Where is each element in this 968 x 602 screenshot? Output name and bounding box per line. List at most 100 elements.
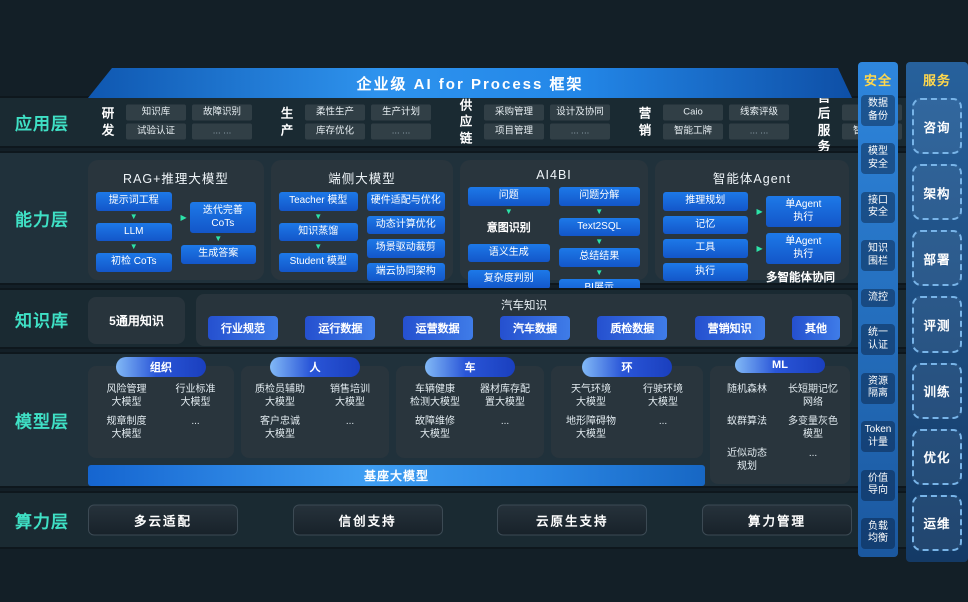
arrow-down-icon: ▼ [314, 211, 323, 221]
flow-box: 生成答案 [180, 245, 256, 264]
app-cell: 柔性生产 [305, 104, 365, 121]
rag-panel: RAG+推理大模型 提示词工程 ▼ LLM ▼ 初检 CoTs ▶ 迭代完善 C… [88, 160, 264, 280]
app-group-name: 供应 链 [459, 98, 473, 146]
service-item-list: 咨询 架构 部署 评测 训练 优化 运维 [906, 93, 968, 556]
app-cell: 采购管理 [484, 104, 544, 121]
edge-model-panel: 端侧大模型 Teacher 模型 ▼ 知识蒸馏 ▼ Student 模型 硬件适… [271, 160, 453, 281]
service-item: 架构 [912, 164, 962, 221]
model-group-vehicle: 车 车辆健康 检测大模型 器材库存配 置大模型 故障维修 大模型... [396, 357, 544, 458]
model-group-pill: ML [735, 357, 825, 373]
model-item-list: 风险管理 大模型 行业标准 大模型 规章制度 大模型... [92, 380, 230, 444]
flow-box: 硬件适配与优化 [366, 192, 445, 211]
model-item-list: 天气环境 大模型 行驶环境 大模型 地形障碍物 大模型... [555, 380, 699, 444]
model-group-organization: 组织 风险管理 大模型 行业标准 大模型 规章制度 大模型... [88, 357, 234, 458]
flow-text: 意图识别 [486, 221, 531, 234]
flow-box: Text2SQL [558, 217, 640, 236]
knowledge-pill-list: 行业规范 运行数据 运营数据 汽车数据 质检数据 营销知识 其他 [208, 316, 840, 340]
arrow-down-icon: ▼ [595, 267, 604, 277]
app-group-name: 研发 [101, 106, 115, 137]
model-item: 器材库存配 置大模型 [480, 384, 530, 408]
flow-box: Student 模型 [279, 253, 358, 272]
base-model-bar: 基座大模型 [88, 465, 705, 486]
compute-capability-box: 多云适配 [88, 504, 238, 536]
model-group-ml: ML 随机森林 长短期记忆 网络 蚁群算法 多变量灰色 模型 近似动态 规划... [710, 357, 850, 484]
flow-box: 迭代完善 CoTs [189, 202, 256, 233]
service-item: 训练 [912, 362, 962, 419]
agent-panel: 智能体Agent 推理规划 记忆 工具 执行 ▶ 单Agent 执行 ▶ [655, 160, 849, 284]
layer-label-model: 模型层 [15, 412, 69, 432]
flow-box: 提示词工程 [96, 192, 172, 211]
panel-title: 汽车知识 [501, 300, 547, 312]
model-item: 行驶环境 大模型 [643, 384, 683, 408]
model-item: 随机森林 [727, 384, 767, 395]
security-item: Token 计量 [861, 421, 895, 453]
auto-knowledge-panel: 汽车知识 行业规范 运行数据 运营数据 汽车数据 质检数据 营销知识 其他 [196, 294, 852, 346]
flow-box: 场景驱动裁剪 [366, 239, 445, 258]
knowledge-pill: 营销知识 [694, 316, 765, 340]
app-group-name: 售后 服务 [817, 91, 831, 154]
panel-title: RAG+推理大模型 [123, 172, 229, 186]
compute-layer-row: 算力层 多云适配 信创支持 云原生支持 算力管理 [0, 491, 968, 549]
model-group-pill: 车 [425, 357, 515, 377]
arrow-right-icon: ▶ [180, 212, 187, 222]
knowledge-pill: 汽车数据 [499, 316, 570, 340]
app-cell: 知识库 [126, 104, 186, 121]
app-group-name: 营销 [638, 106, 652, 137]
security-item: 资源 隔离 [861, 372, 895, 404]
model-item-list: 随机森林 长短期记忆 网络 蚁群算法 多变量灰色 模型 近似动态 规划... [714, 380, 846, 476]
arrow-down-icon: ▼ [214, 234, 223, 243]
panel-title: 端侧大模型 [328, 172, 396, 186]
flow-box: 单Agent 执行 [765, 196, 841, 227]
arrow-down-icon: ▼ [129, 211, 138, 221]
layer-label-knowledge: 知识库 [15, 311, 69, 330]
model-item: 长短期记忆 网络 [788, 384, 838, 408]
model-group-pill: 组织 [116, 357, 206, 377]
security-item: 模型 安全 [861, 143, 895, 175]
layer-label-application: 应用层 [15, 114, 69, 134]
panel-title: 智能体Agent [712, 172, 792, 186]
app-cell-more: ... ... [371, 123, 431, 140]
flow-box: 执行 [663, 262, 748, 281]
compute-capability-box: 算力管理 [701, 504, 852, 536]
services-bar: 服务 咨询 架构 部署 评测 训练 优化 运维 [906, 62, 968, 562]
flow-box: 知识蒸馏 [279, 222, 358, 241]
model-layer-row: 模型层 组织 风险管理 大模型 行业标准 大模型 规章制度 大模型... 人 质检员… [0, 352, 968, 488]
flow-box: 端云协同架构 [366, 262, 445, 281]
general-knowledge-box: 5通用知识 [88, 297, 185, 344]
knowledge-layer-row: 知识库 5通用知识 汽车知识 行业规范 运行数据 运营数据 汽车数据 质检数据 营销知识 其… [0, 288, 968, 349]
app-cell-more: ... ... [550, 123, 610, 140]
model-item: ... [808, 448, 818, 459]
app-cell-more: ... ... [192, 123, 252, 140]
capability-panels: RAG+推理大模型 提示词工程 ▼ LLM ▼ 初检 CoTs ▶ 迭代完善 C… [88, 160, 849, 297]
security-item-list: 数据 备份 模型 安全 接口 安全 知识 围栏 流控 统一 认证 资源 隔离 Token 计量… [858, 93, 898, 551]
knowledge-pill: 运行数据 [305, 316, 376, 340]
app-group-supply-chain: 供应 链 采购管理 项目管理 设计及协同 ... ... [454, 98, 610, 147]
model-item: 车辆健康 检测大模型 [410, 384, 460, 408]
arrow-down-icon: ▼ [595, 206, 604, 216]
flow-box: 总结结果 [558, 248, 640, 267]
security-item: 流控 [861, 288, 895, 307]
flow-box: 推理规划 [663, 192, 748, 211]
security-item: 负载 均衡 [861, 517, 895, 549]
security-item: 统一 认证 [861, 324, 895, 356]
model-item: 风险管理 大模型 [106, 384, 147, 408]
arrow-down-icon: ▼ [504, 206, 513, 216]
model-item: 行业标准 大模型 [175, 384, 216, 408]
model-item-list: 质检员辅助 大模型 销售培训 大模型 客户忠诚 大模型... [245, 380, 385, 444]
app-cell: 线索评级 [729, 104, 789, 121]
compute-capability-box: 信创支持 [292, 504, 443, 536]
flow-box: 初检 CoTs [96, 253, 172, 272]
model-item: 销售培训 大模型 [330, 384, 370, 408]
security-item: 知识 围栏 [861, 240, 895, 272]
model-item: 故障维修 大模型 [415, 416, 455, 440]
layer-label-compute: 算力层 [15, 512, 69, 532]
model-item: 多变量灰色 模型 [788, 416, 838, 440]
model-item: ... [345, 416, 355, 427]
arrow-down-icon: ▼ [314, 242, 323, 251]
app-cell: 试验认证 [126, 123, 186, 140]
service-item: 评测 [912, 296, 962, 353]
app-cell: 智能工牌 [663, 123, 723, 140]
flow-box: 记忆 [663, 215, 748, 234]
model-group-environment: 环 天气环境 大模型 行驶环境 大模型 地形障碍物 大模型... [551, 357, 703, 458]
